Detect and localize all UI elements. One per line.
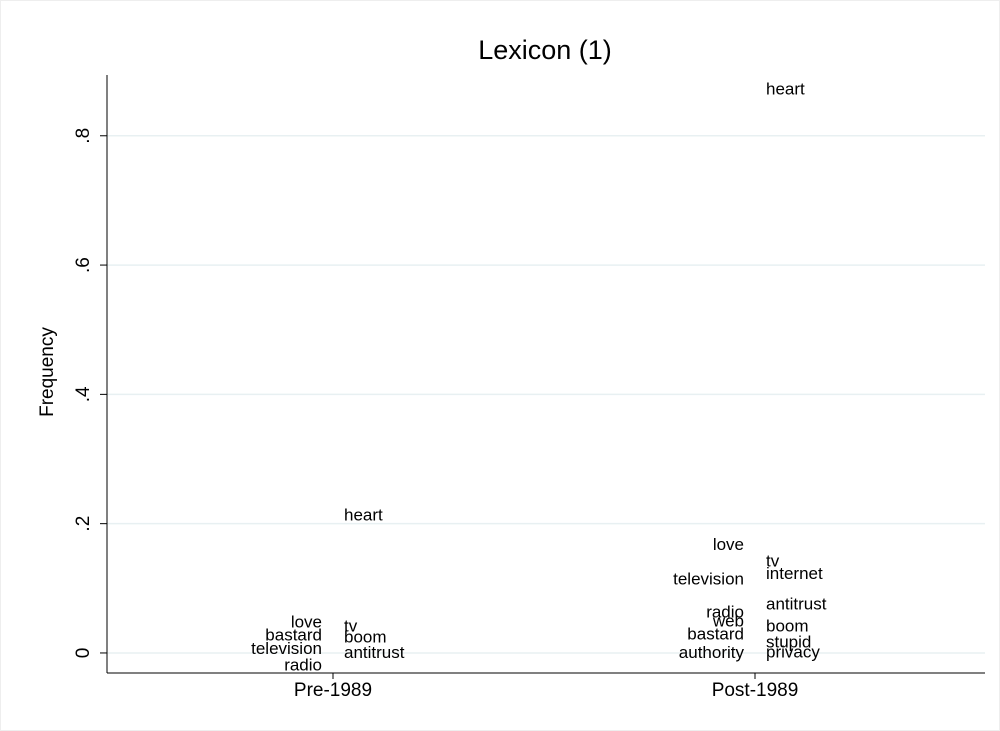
word-label: love (713, 535, 744, 554)
word-label: internet (766, 564, 823, 583)
word-label: love (291, 613, 322, 632)
word-label: radio (706, 602, 744, 621)
word-label: boom (766, 617, 809, 636)
word-label: stupid (766, 633, 811, 652)
word-label: bastard (687, 624, 744, 643)
y-tick-label: .6 (73, 257, 94, 273)
word-label: privacy (766, 642, 820, 661)
word-label: web (712, 611, 744, 630)
word-label: boom (344, 628, 387, 647)
word-label: heart (344, 505, 383, 524)
y-axis-label: Frequency (37, 327, 58, 417)
word-label: tv (344, 617, 358, 636)
chart-title: Lexicon (1) (478, 35, 612, 65)
word-label: television (673, 569, 744, 588)
word-label: heart (766, 79, 805, 98)
word-label: radio (284, 655, 322, 674)
word-label: tv (766, 551, 780, 570)
word-label: television (251, 639, 322, 658)
y-tick-label: .8 (73, 128, 94, 144)
word-label: authority (679, 643, 745, 662)
word-label: antitrust (344, 643, 405, 662)
word-label: antitrust (766, 595, 827, 614)
y-tick-label: .2 (73, 516, 94, 532)
y-tick-label: .4 (73, 386, 94, 402)
word-label: bastard (265, 626, 322, 645)
x-tick-label: Post-1989 (712, 680, 799, 701)
y-tick-label: 0 (73, 648, 94, 659)
x-tick-label: Pre-1989 (294, 680, 372, 701)
